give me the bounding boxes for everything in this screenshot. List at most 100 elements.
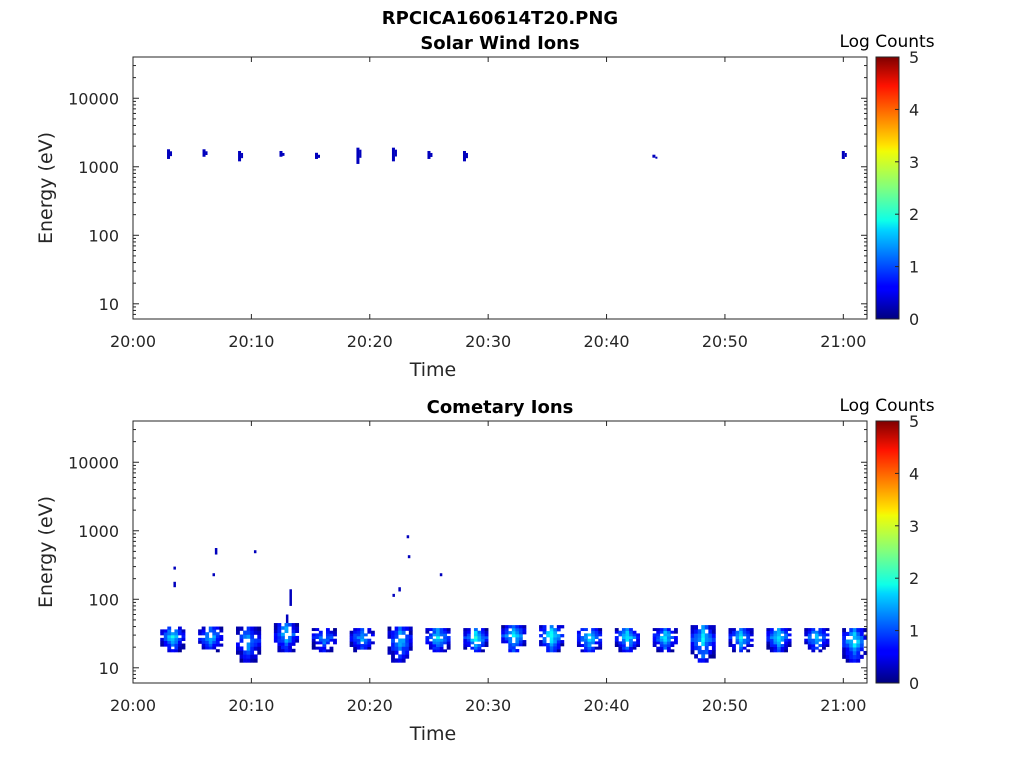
burst-cell xyxy=(443,638,448,642)
burst-cell xyxy=(277,626,282,630)
burst-cell xyxy=(177,640,182,644)
burst-cell xyxy=(432,633,437,637)
burst-cell xyxy=(439,630,444,634)
burst-cell xyxy=(708,633,713,638)
burst-cell xyxy=(477,638,482,642)
burst-cell xyxy=(198,640,202,644)
burst-cell xyxy=(556,634,561,638)
burst-cell xyxy=(329,638,334,642)
burst-cell xyxy=(208,626,213,630)
burst-cell xyxy=(629,644,633,647)
burst-cell xyxy=(329,633,334,637)
burst-cell xyxy=(198,632,202,636)
burst-cell xyxy=(618,646,623,650)
burst-cell xyxy=(167,643,172,647)
burst-cell xyxy=(518,625,523,629)
plot-area xyxy=(133,57,867,319)
burst-cell xyxy=(842,639,846,644)
burst-cell xyxy=(257,650,262,655)
x-tick-label: 20:30 xyxy=(465,696,511,715)
burst-cell xyxy=(818,633,823,637)
burst-cell xyxy=(205,640,210,644)
burst-cell xyxy=(501,640,506,644)
burst-cell xyxy=(508,649,513,653)
y-tick-label: 1000 xyxy=(78,522,119,541)
burst-cell xyxy=(432,628,437,632)
x-axis-label: Time xyxy=(409,723,457,745)
burst-cell xyxy=(780,636,785,640)
burst-cell xyxy=(473,649,478,653)
burst-cell xyxy=(560,634,565,638)
burst-cell xyxy=(205,643,210,647)
burst-cell xyxy=(215,632,220,636)
burst-cell xyxy=(636,633,640,637)
burst-cell xyxy=(591,649,596,653)
burst-cell xyxy=(818,644,823,647)
burst-cell xyxy=(394,658,399,663)
burst-cell xyxy=(818,649,823,653)
burst-cell xyxy=(625,646,630,650)
burst-cell xyxy=(288,642,292,646)
burst-cell xyxy=(560,625,565,629)
burst-cell xyxy=(822,644,826,647)
burst-cell xyxy=(284,648,289,653)
burst-cell xyxy=(163,640,168,644)
burst-cell xyxy=(518,631,523,635)
burst-cell xyxy=(466,630,471,634)
burst-cell xyxy=(443,649,448,653)
burst-cell xyxy=(318,638,323,642)
burst-cell xyxy=(701,625,706,630)
burst-cell xyxy=(711,645,716,651)
burst-cell xyxy=(670,636,675,640)
burst-cell xyxy=(405,642,410,647)
burst-cell xyxy=(780,628,785,632)
burst-cell xyxy=(515,628,520,632)
burst-cell xyxy=(598,638,603,642)
burst-cell xyxy=(160,643,165,647)
burst-cell xyxy=(591,646,596,650)
burst-cell xyxy=(825,644,830,647)
burst-cell xyxy=(591,628,596,632)
burst-cell xyxy=(594,646,599,650)
burst-cell xyxy=(481,641,485,645)
burst-cell xyxy=(208,637,213,641)
burst-cell xyxy=(311,628,316,632)
burst-cell xyxy=(701,637,706,642)
burst-cell xyxy=(539,625,543,629)
burst-cell xyxy=(311,641,316,645)
energy-flux-mark xyxy=(359,149,362,158)
burst-cell xyxy=(160,629,165,633)
burst-cell xyxy=(766,633,771,637)
burst-cell xyxy=(201,626,206,630)
burst-cell xyxy=(859,635,864,640)
burst-cell xyxy=(670,644,675,647)
x-tick-label: 20:10 xyxy=(228,332,274,351)
colorbar: Log Counts 0 1 2 3 4 5 xyxy=(839,32,934,329)
burst-cell xyxy=(777,646,781,650)
burst-cell xyxy=(522,625,527,629)
burst-cell xyxy=(746,630,751,634)
burst-cell xyxy=(845,647,850,652)
burst-cell xyxy=(311,644,316,647)
burst-cell xyxy=(814,646,819,650)
burst-cell xyxy=(463,633,468,637)
burst-cell xyxy=(436,638,440,642)
burst-cell xyxy=(735,636,740,640)
burst-cell xyxy=(811,641,816,645)
burst-cell xyxy=(477,649,482,653)
burst-cell xyxy=(367,630,372,634)
burst-cell xyxy=(333,633,337,637)
burst-cell xyxy=(163,629,168,633)
burst-cell xyxy=(656,646,661,650)
burst-cell xyxy=(704,649,709,655)
burst-cell xyxy=(401,658,406,663)
burst-cell xyxy=(580,638,585,642)
burst-cell xyxy=(539,643,543,647)
burst-cell xyxy=(549,631,554,635)
burst-cell xyxy=(508,625,513,629)
colorbar-tick-label: 5 xyxy=(909,412,919,431)
burst-cell xyxy=(257,642,262,647)
sparse-count-mark xyxy=(392,593,395,597)
burst-cell xyxy=(408,642,413,647)
